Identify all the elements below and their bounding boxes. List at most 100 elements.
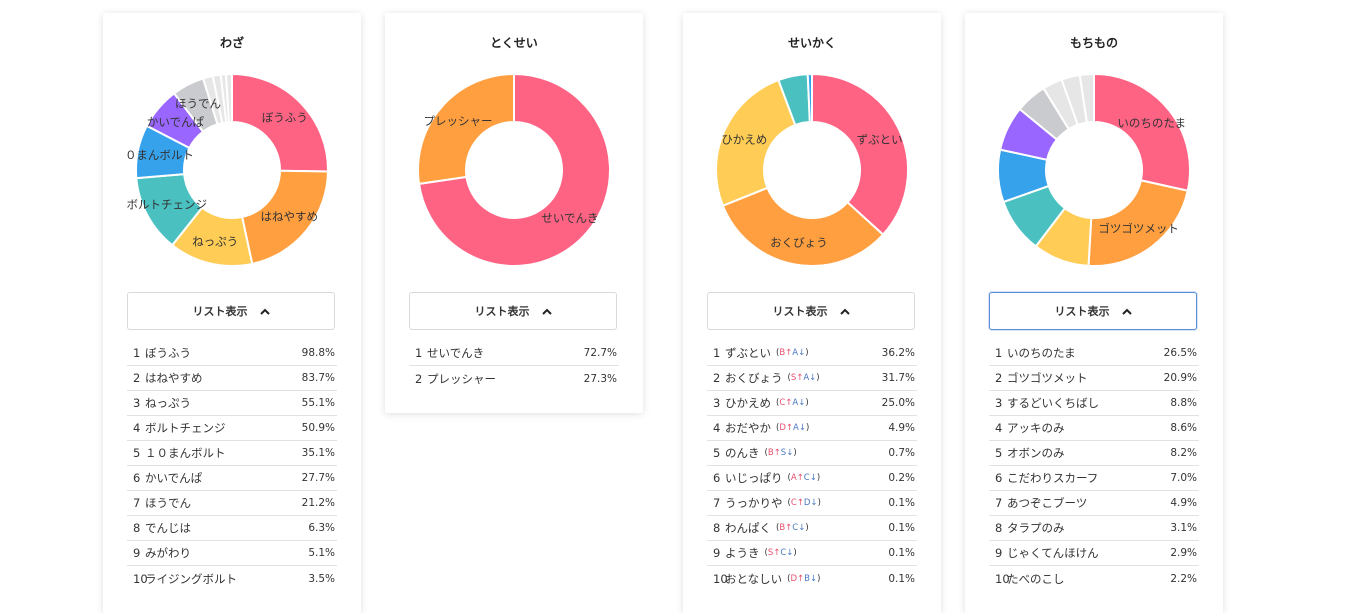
rank-number: 7: [133, 496, 141, 510]
list-item: 5 のんき (B↑S↓) 0.7%: [707, 441, 917, 466]
rank-number: 6: [133, 471, 141, 485]
list-item: 6 かいでんぱ 27.7%: [127, 466, 337, 491]
rank-number: 3: [995, 396, 1003, 410]
segment-label: かいでんぱ: [147, 115, 205, 129]
stat-down: C↓: [803, 473, 817, 483]
list-item: 5 １０まんボルト 35.1%: [127, 441, 337, 466]
rank-number: 2: [995, 371, 1003, 385]
donut-segment[interactable]: [721, 186, 885, 267]
chevron-up-icon: [541, 308, 552, 315]
donut-segment[interactable]: [224, 72, 233, 124]
card-title: せいかく: [787, 36, 836, 50]
list-toggle-button[interactable]: リスト表示: [989, 292, 1197, 330]
donut-segment[interactable]: [231, 72, 329, 173]
card-title: もちもの: [1069, 36, 1118, 50]
entry-name: ねっぷう: [145, 396, 191, 410]
list-toggle-button[interactable]: リスト表示: [127, 292, 335, 330]
list-item: 10 おとなしい (D↑B↓) 0.1%: [707, 566, 917, 591]
entry-name: ライジングボルト: [145, 571, 237, 586]
list-item: 4 ボルトチェンジ 50.9%: [127, 416, 337, 441]
stat-modifier: (C↑A↓): [776, 398, 809, 408]
list-item: 7 うっかりや (C↑D↓) 0.1%: [707, 491, 917, 516]
entry-name: オボンのみ: [1007, 446, 1065, 460]
segment-label: おくびょう: [770, 235, 828, 249]
segment-label: ゴツゴツメット: [1098, 222, 1179, 236]
rank-number: 8: [995, 521, 1003, 535]
donut-segment[interactable]: [1093, 72, 1191, 192]
rank-number: 4: [133, 421, 141, 435]
stat-down: S↓: [780, 448, 794, 458]
entry-name: １０まんボルト: [145, 446, 226, 460]
donut-segment[interactable]: [417, 72, 611, 267]
list-item: 10 たべのこし 2.2%: [989, 566, 1199, 591]
list-item: 4 アッキのみ 8.6%: [989, 416, 1199, 441]
list-toggle-label: リスト表示: [1054, 305, 1110, 318]
natures-donut-chart: ずぶとい おくびょう ひかえめ: [715, 72, 909, 267]
stat-modifier: (C↑D↓): [787, 498, 821, 508]
list-item: 6 いじっぱり (A↑C↓) 0.2%: [707, 466, 917, 491]
rank-number: 9: [995, 546, 1003, 560]
usage-percent: 36.2%: [881, 347, 915, 359]
entry-name: かいでんぱ: [145, 471, 203, 485]
stat-up: D↑: [779, 423, 793, 433]
list-toggle-label: リスト表示: [474, 305, 530, 318]
entry-name: でんじは: [145, 521, 191, 535]
stat-down: A↓: [792, 398, 806, 408]
rank-number: 7: [713, 496, 721, 510]
entry-name: いじっぱり: [725, 471, 783, 485]
usage-percent: 0.7%: [888, 447, 915, 459]
entry-name: じゃくてんほけん: [1007, 546, 1099, 560]
usage-percent: 72.7%: [583, 347, 617, 359]
donut-segment[interactable]: [806, 72, 813, 124]
items-donut-chart: いのちのたま ゴツゴツメット: [997, 72, 1191, 267]
list-item: 2 プレッシャー 27.3%: [409, 366, 619, 391]
stat-down: C↓: [780, 548, 794, 558]
segment-label: ほうでん: [175, 97, 221, 111]
stat-up: A↑: [790, 473, 804, 483]
usage-percent: 0.1%: [888, 572, 915, 585]
entry-name: ずぶとい: [725, 346, 771, 360]
list-item: 1 いのちのたま 26.5%: [989, 341, 1199, 366]
usage-percent: 2.9%: [1170, 547, 1197, 559]
donut-segment[interactable]: [1078, 72, 1095, 124]
list-item: 9 ようき (S↑C↓) 0.1%: [707, 541, 917, 566]
list-item: 9 じゃくてんほけん 2.9%: [989, 541, 1199, 566]
rank-number: 1: [133, 346, 141, 360]
stat-down: C↓: [792, 523, 806, 533]
usage-percent: 21.2%: [301, 497, 335, 509]
stat-modifier: (B↑S↓): [764, 448, 797, 458]
stat-down: D↓: [803, 498, 818, 508]
usage-percent: 98.8%: [301, 347, 335, 359]
rank-number: 5: [995, 446, 1003, 460]
stat-down: B↓: [804, 573, 818, 584]
usage-list: 1 ずぶとい (B↑A↓) 36.2% 2 おくびょう (S↑A↓) 31.7% 3 ひかえめ (C…: [707, 341, 917, 591]
chevron-up-icon: [1121, 308, 1132, 315]
list-item: 1 せいでんき 72.7%: [409, 341, 619, 366]
donut-segment[interactable]: [811, 72, 909, 237]
donut-segment[interactable]: [1087, 179, 1189, 267]
usage-percent: 31.7%: [881, 372, 915, 384]
stat-up: C↑: [779, 398, 793, 408]
usage-list: 1 ぼうふう 98.8% 2 はねやすめ 83.7% 3 ねっぷう 55.1% 4 ボルトチェンジ 5…: [127, 341, 337, 591]
entry-name: こだわりスカーフ: [1007, 471, 1099, 485]
abilities-card: とくせい せいでんき プレッシャー リスト表示 1 せいでんき 72.7% 2 プレッシャ…: [385, 13, 643, 413]
rank-number: 8: [133, 521, 141, 535]
segment-label: ボルトチェンジ: [127, 197, 208, 211]
list-item: 4 おだやか (D↑A↓) 4.9%: [707, 416, 917, 441]
rank-number: 8: [713, 521, 721, 535]
donut-segment[interactable]: [715, 78, 797, 208]
usage-percent: 0.1%: [888, 522, 915, 534]
list-toggle-button[interactable]: リスト表示: [707, 292, 915, 330]
rank-number: 9: [713, 546, 721, 560]
usage-percent: 26.5%: [1163, 347, 1197, 359]
list-toggle-button[interactable]: リスト表示: [409, 292, 617, 330]
list-item: 3 ねっぷう 55.1%: [127, 391, 337, 416]
donut-segment[interactable]: [417, 72, 515, 185]
list-item: 1 ぼうふう 98.8%: [127, 341, 337, 366]
stat-up: B↑: [767, 448, 781, 458]
entry-name: みがわり: [145, 546, 191, 560]
list-item: 9 みがわり 5.1%: [127, 541, 337, 566]
